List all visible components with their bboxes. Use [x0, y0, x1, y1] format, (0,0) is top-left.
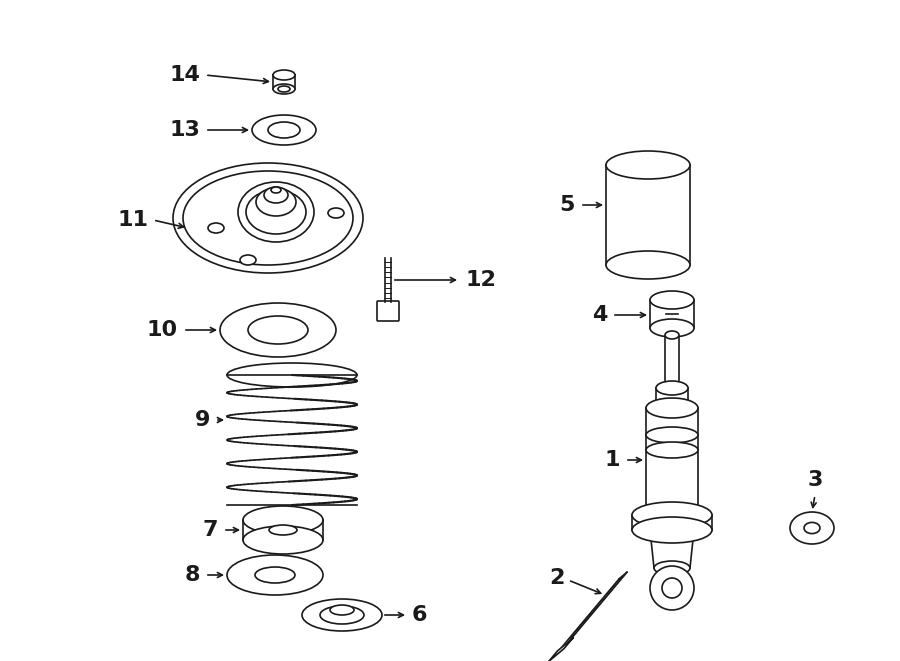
- Ellipse shape: [665, 331, 679, 339]
- Ellipse shape: [243, 526, 323, 554]
- Text: 13: 13: [169, 120, 200, 140]
- Text: 7: 7: [202, 520, 218, 540]
- Text: 12: 12: [465, 270, 496, 290]
- Text: 4: 4: [591, 305, 607, 325]
- Ellipse shape: [220, 303, 336, 357]
- Text: 11: 11: [117, 210, 148, 230]
- Ellipse shape: [273, 84, 295, 94]
- Ellipse shape: [227, 555, 323, 595]
- FancyBboxPatch shape: [377, 301, 399, 321]
- Ellipse shape: [273, 70, 295, 80]
- Ellipse shape: [173, 163, 363, 273]
- Ellipse shape: [790, 512, 834, 544]
- Text: 8: 8: [184, 565, 200, 585]
- Ellipse shape: [646, 398, 698, 418]
- Ellipse shape: [646, 442, 698, 458]
- Ellipse shape: [662, 578, 682, 598]
- Ellipse shape: [302, 599, 382, 631]
- Ellipse shape: [248, 316, 308, 344]
- Text: 3: 3: [807, 470, 823, 490]
- Text: 2: 2: [550, 568, 565, 588]
- Ellipse shape: [255, 567, 295, 583]
- Ellipse shape: [264, 187, 288, 203]
- Ellipse shape: [654, 561, 690, 575]
- Ellipse shape: [606, 151, 690, 179]
- Ellipse shape: [330, 605, 354, 615]
- Ellipse shape: [256, 188, 296, 216]
- Text: 6: 6: [412, 605, 427, 625]
- Ellipse shape: [632, 502, 712, 528]
- Ellipse shape: [271, 187, 281, 193]
- Ellipse shape: [227, 363, 357, 387]
- Ellipse shape: [650, 291, 694, 309]
- Ellipse shape: [238, 182, 314, 242]
- Ellipse shape: [243, 506, 323, 534]
- Ellipse shape: [268, 122, 300, 138]
- Ellipse shape: [328, 208, 344, 218]
- Ellipse shape: [278, 86, 290, 92]
- Text: 1: 1: [605, 450, 620, 470]
- Ellipse shape: [656, 381, 688, 395]
- Ellipse shape: [252, 115, 316, 145]
- Text: 14: 14: [169, 65, 200, 85]
- Ellipse shape: [650, 319, 694, 337]
- Ellipse shape: [183, 171, 353, 265]
- Ellipse shape: [246, 190, 306, 234]
- Ellipse shape: [646, 427, 698, 443]
- Ellipse shape: [606, 251, 690, 279]
- Polygon shape: [549, 638, 573, 661]
- Ellipse shape: [208, 223, 224, 233]
- Ellipse shape: [804, 522, 820, 533]
- Text: 9: 9: [194, 410, 210, 430]
- Ellipse shape: [650, 566, 694, 610]
- Text: 5: 5: [560, 195, 575, 215]
- Ellipse shape: [320, 606, 364, 624]
- Text: 10: 10: [147, 320, 178, 340]
- Ellipse shape: [656, 401, 688, 415]
- Ellipse shape: [269, 525, 297, 535]
- Ellipse shape: [240, 255, 256, 265]
- Ellipse shape: [632, 517, 712, 543]
